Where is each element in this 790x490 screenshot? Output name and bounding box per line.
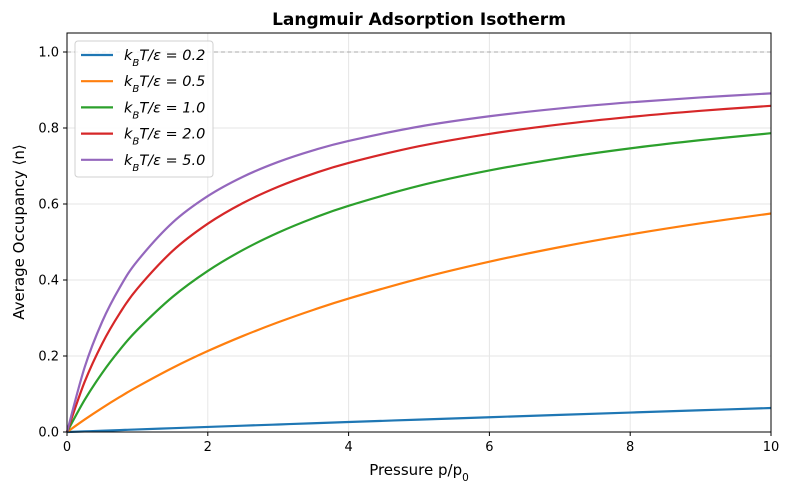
y-tick-label: 0.0 [38, 426, 59, 441]
legend-label-2: kBT/ε = 1.0 [124, 100, 205, 121]
series-line-3 [65, 104, 772, 433]
ticks: 0 2 4 6 8 10 0.0 0.2 0.4 0.6 0.8 1.0 [38, 46, 779, 456]
x-axis-label: Pressure p/p0 [369, 461, 469, 484]
legend-label-4: kBT/ε = 5.0 [124, 153, 205, 174]
x-tick-label: 4 [344, 440, 352, 455]
series-line-0 [66, 406, 772, 434]
series-line-2 [66, 132, 772, 433]
y-tick-label: 0.6 [38, 198, 59, 213]
plot-frame [66, 32, 772, 433]
x-tick-label: 0 [63, 440, 71, 455]
legend: kBT/ε = 0.2 kBT/ε = 0.5 kBT/ε = 1.0 kBT/ε =… [74, 40, 214, 178]
x-tick-label: 8 [626, 440, 634, 455]
x-tick-label: 6 [485, 440, 493, 455]
y-tick-label: 0.2 [38, 350, 59, 365]
x-tick-label: 10 [763, 440, 780, 455]
series-line-4 [65, 92, 772, 433]
series-group [65, 92, 772, 434]
legend-label-1: kBT/ε = 0.5 [124, 74, 205, 95]
x-tick-label: 2 [204, 440, 212, 455]
y-tick-label: 1.0 [38, 46, 59, 61]
series-line-1 [66, 212, 772, 433]
y-tick-label: 0.8 [38, 122, 59, 137]
y-axis-label: Average Occupancy ⟨n⟩ [10, 144, 28, 320]
chart-title: Langmuir Adsorption Isotherm [272, 10, 566, 30]
y-tick-label: 0.4 [38, 274, 59, 289]
legend-label-3: kBT/ε = 2.0 [124, 127, 205, 148]
legend-label-0: kBT/ε = 0.2 [124, 48, 205, 69]
legend-box [74, 40, 214, 178]
